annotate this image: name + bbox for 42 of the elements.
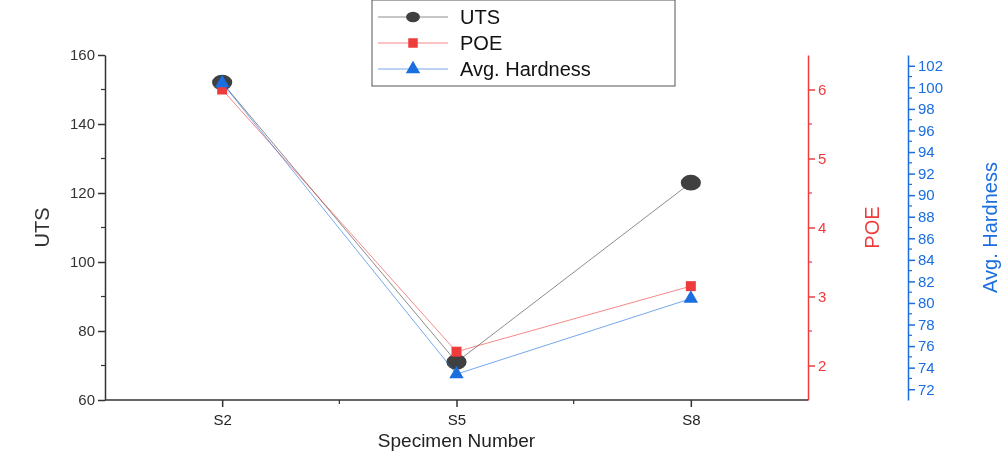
y2-tick-label: 5 bbox=[818, 149, 827, 167]
y3-tick-label: 72 bbox=[918, 380, 935, 398]
y3-tick-label: 92 bbox=[918, 164, 935, 182]
y3-tick-label: 94 bbox=[918, 143, 935, 161]
y-tick-label: 160 bbox=[69, 46, 95, 64]
y3-tick-label: 80 bbox=[918, 294, 935, 312]
y3-tick-label: 100 bbox=[918, 78, 944, 96]
y3-tick-label: 74 bbox=[918, 358, 935, 376]
x-axis-title: Specimen Number bbox=[377, 430, 536, 451]
y-tick-label: 100 bbox=[69, 253, 95, 271]
y3-tick-label: 76 bbox=[918, 337, 935, 355]
y-tick-label: 140 bbox=[69, 115, 95, 133]
y3-tick-label: 96 bbox=[918, 121, 935, 139]
y-tick-label: 120 bbox=[69, 184, 95, 202]
y3-tick-label: 84 bbox=[918, 251, 935, 269]
y3-tick-label: 88 bbox=[918, 208, 935, 226]
point bbox=[449, 365, 464, 379]
y-tick-label: 60 bbox=[78, 391, 95, 409]
x-tick-label: S8 bbox=[682, 411, 701, 428]
y2-axis-title: POE bbox=[861, 206, 883, 249]
y3-axis-title: Avg. Hardness bbox=[979, 162, 1001, 293]
y3-tick-label: 102 bbox=[918, 57, 944, 75]
y3-tick-label: 90 bbox=[918, 186, 935, 204]
legend-label: POE bbox=[460, 32, 503, 54]
y-tick-label: 80 bbox=[78, 322, 95, 340]
y2-tick-label: 6 bbox=[818, 80, 827, 98]
y-axis-title: UTS bbox=[31, 207, 53, 248]
legend-label: UTS bbox=[460, 6, 500, 28]
y2-tick-label: 3 bbox=[818, 287, 827, 305]
point bbox=[451, 346, 462, 357]
x-tick-label: S2 bbox=[213, 411, 232, 428]
x-tick-label: S5 bbox=[447, 411, 467, 428]
y3-tick-label: 86 bbox=[918, 229, 935, 247]
point bbox=[685, 281, 696, 292]
point bbox=[680, 174, 701, 191]
y3-tick-label: 98 bbox=[918, 100, 935, 118]
y2-tick-label: 2 bbox=[818, 356, 827, 374]
y2-tick-label: 4 bbox=[818, 218, 827, 236]
y3-tick-label: 78 bbox=[918, 315, 935, 333]
y3-tick-label: 82 bbox=[918, 272, 935, 290]
point bbox=[683, 290, 699, 303]
legend-label: Avg. Hardness bbox=[460, 58, 591, 80]
